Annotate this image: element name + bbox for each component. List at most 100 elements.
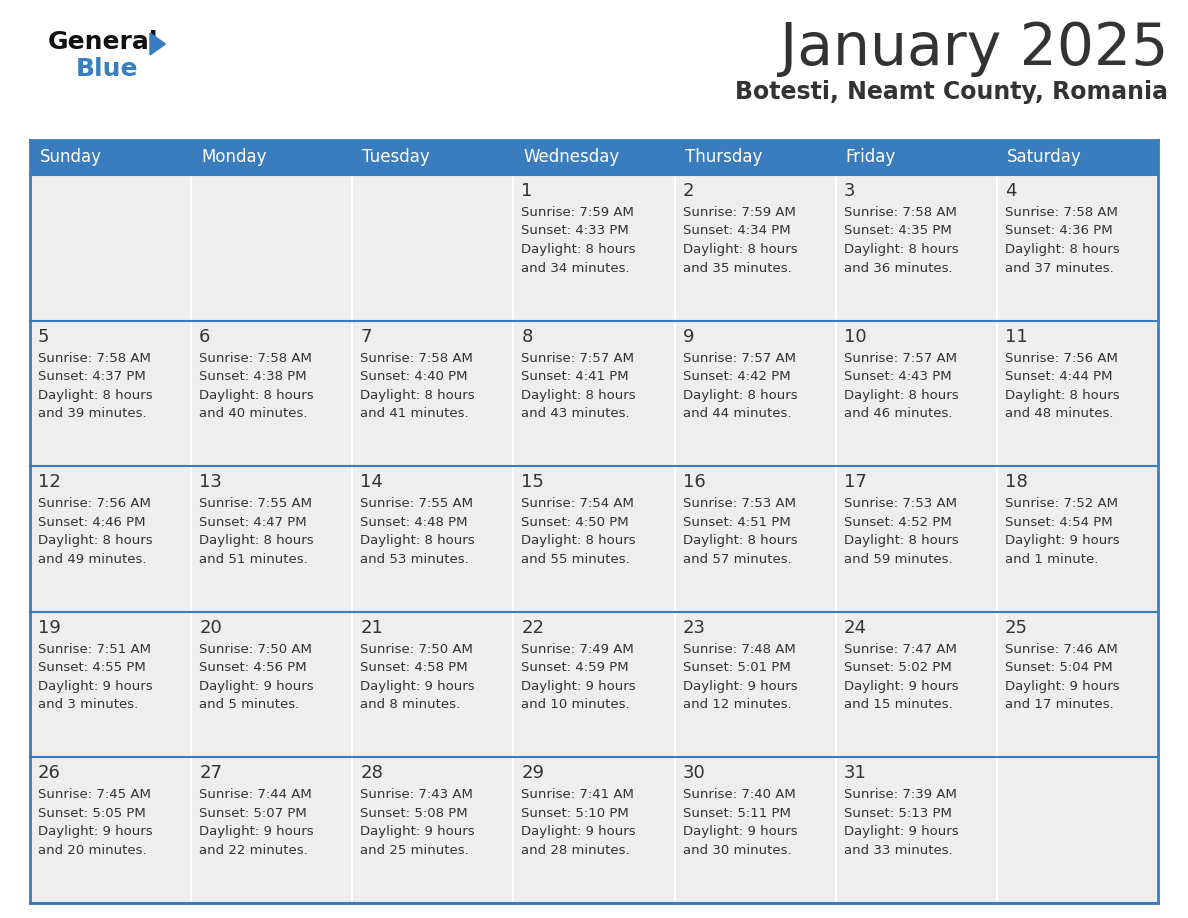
Text: Sunrise: 7:56 AM: Sunrise: 7:56 AM [38,498,151,510]
Text: Sunrise: 7:57 AM: Sunrise: 7:57 AM [522,352,634,364]
Text: Sunrise: 7:55 AM: Sunrise: 7:55 AM [200,498,312,510]
Bar [513,140,675,175]
Bar [191,140,353,175]
Text: Sunset: 5:10 PM: Sunset: 5:10 PM [522,807,630,820]
Bar [191,320,353,466]
Text: Sunset: 4:35 PM: Sunset: 4:35 PM [843,225,952,238]
Bar [353,140,513,175]
Text: Daylight: 8 hours: Daylight: 8 hours [38,388,152,401]
Text: General: General [48,30,158,54]
Bar [675,320,835,466]
Text: and 49 minutes.: and 49 minutes. [38,553,146,565]
Text: Daylight: 9 hours: Daylight: 9 hours [38,825,152,838]
Text: and 55 minutes.: and 55 minutes. [522,553,630,565]
Text: Sunrise: 7:57 AM: Sunrise: 7:57 AM [683,352,796,364]
Text: Daylight: 9 hours: Daylight: 9 hours [683,825,797,838]
Text: Daylight: 9 hours: Daylight: 9 hours [1005,680,1119,693]
Text: Daylight: 8 hours: Daylight: 8 hours [683,388,797,401]
Text: Sunset: 4:55 PM: Sunset: 4:55 PM [38,661,146,675]
Text: Sunset: 4:43 PM: Sunset: 4:43 PM [843,370,952,383]
Text: Sunset: 4:50 PM: Sunset: 4:50 PM [522,516,630,529]
Text: and 48 minutes.: and 48 minutes. [1005,407,1113,420]
Bar [353,757,513,903]
Text: Daylight: 8 hours: Daylight: 8 hours [1005,243,1119,256]
Text: Daylight: 9 hours: Daylight: 9 hours [843,825,959,838]
Text: Sunrise: 7:56 AM: Sunrise: 7:56 AM [1005,352,1118,364]
Text: Sunset: 4:42 PM: Sunset: 4:42 PM [683,370,790,383]
Text: Daylight: 8 hours: Daylight: 8 hours [843,243,959,256]
Text: Sunset: 4:54 PM: Sunset: 4:54 PM [1005,516,1112,529]
Text: and 41 minutes.: and 41 minutes. [360,407,469,420]
Text: Daylight: 9 hours: Daylight: 9 hours [360,680,475,693]
Text: 30: 30 [683,765,706,782]
Text: Daylight: 8 hours: Daylight: 8 hours [200,388,314,401]
Text: Sunset: 5:13 PM: Sunset: 5:13 PM [843,807,952,820]
Text: and 51 minutes.: and 51 minutes. [200,553,308,565]
Text: Daylight: 8 hours: Daylight: 8 hours [522,534,636,547]
Text: Daylight: 8 hours: Daylight: 8 hours [522,243,636,256]
Bar [30,466,191,611]
Text: Sunset: 5:02 PM: Sunset: 5:02 PM [843,661,952,675]
Text: Sunrise: 7:55 AM: Sunrise: 7:55 AM [360,498,473,510]
Text: Sunset: 4:56 PM: Sunset: 4:56 PM [200,661,307,675]
Text: Sunrise: 7:51 AM: Sunrise: 7:51 AM [38,643,151,655]
Text: Sunrise: 7:39 AM: Sunrise: 7:39 AM [843,789,956,801]
Text: and 35 minutes.: and 35 minutes. [683,262,791,274]
Text: Daylight: 9 hours: Daylight: 9 hours [200,680,314,693]
Text: Sunset: 5:08 PM: Sunset: 5:08 PM [360,807,468,820]
Text: Sunrise: 7:43 AM: Sunrise: 7:43 AM [360,789,473,801]
Text: Sunrise: 7:45 AM: Sunrise: 7:45 AM [38,789,151,801]
Text: Sunrise: 7:52 AM: Sunrise: 7:52 AM [1005,498,1118,510]
Bar [835,611,997,757]
Text: Sunset: 5:01 PM: Sunset: 5:01 PM [683,661,790,675]
Text: 4: 4 [1005,182,1017,200]
Text: Daylight: 8 hours: Daylight: 8 hours [843,534,959,547]
Text: Daylight: 8 hours: Daylight: 8 hours [360,388,475,401]
Text: 31: 31 [843,765,866,782]
Text: Sunrise: 7:48 AM: Sunrise: 7:48 AM [683,643,795,655]
Text: Sunrise: 7:58 AM: Sunrise: 7:58 AM [360,352,473,364]
Bar [997,611,1158,757]
Text: and 8 minutes.: and 8 minutes. [360,699,461,711]
Text: Sunrise: 7:49 AM: Sunrise: 7:49 AM [522,643,634,655]
Text: 16: 16 [683,473,706,491]
Text: Daylight: 8 hours: Daylight: 8 hours [200,534,314,547]
Text: 20: 20 [200,619,222,637]
Text: Sunset: 4:34 PM: Sunset: 4:34 PM [683,225,790,238]
Text: and 37 minutes.: and 37 minutes. [1005,262,1113,274]
Text: Sunset: 4:46 PM: Sunset: 4:46 PM [38,516,145,529]
Text: Sunrise: 7:58 AM: Sunrise: 7:58 AM [1005,206,1118,219]
Text: 28: 28 [360,765,384,782]
Text: and 28 minutes.: and 28 minutes. [522,844,630,856]
Text: 1: 1 [522,182,532,200]
Text: Sunrise: 7:54 AM: Sunrise: 7:54 AM [522,498,634,510]
Text: Sunset: 4:48 PM: Sunset: 4:48 PM [360,516,468,529]
Text: Sunrise: 7:41 AM: Sunrise: 7:41 AM [522,789,634,801]
Text: and 25 minutes.: and 25 minutes. [360,844,469,856]
Text: and 12 minutes.: and 12 minutes. [683,699,791,711]
Bar [353,611,513,757]
Text: January 2025: January 2025 [779,20,1168,77]
Text: Sunrise: 7:58 AM: Sunrise: 7:58 AM [38,352,151,364]
Bar [353,175,513,320]
Text: Sunrise: 7:58 AM: Sunrise: 7:58 AM [200,352,312,364]
Bar [997,175,1158,320]
Text: 11: 11 [1005,328,1028,345]
Text: Sunset: 5:07 PM: Sunset: 5:07 PM [200,807,307,820]
Text: and 43 minutes.: and 43 minutes. [522,407,630,420]
Text: Sunrise: 7:50 AM: Sunrise: 7:50 AM [360,643,473,655]
Text: and 36 minutes.: and 36 minutes. [843,262,953,274]
Bar [30,140,191,175]
Text: Sunset: 4:59 PM: Sunset: 4:59 PM [522,661,630,675]
Text: Sunrise: 7:53 AM: Sunrise: 7:53 AM [683,498,796,510]
Bar [191,466,353,611]
Bar [835,757,997,903]
Bar [675,611,835,757]
Text: 12: 12 [38,473,61,491]
Text: 21: 21 [360,619,384,637]
Bar [513,320,675,466]
Text: Sunrise: 7:58 AM: Sunrise: 7:58 AM [843,206,956,219]
Text: 9: 9 [683,328,694,345]
Text: Sunset: 4:52 PM: Sunset: 4:52 PM [843,516,952,529]
Text: Sunday: Sunday [40,149,102,166]
